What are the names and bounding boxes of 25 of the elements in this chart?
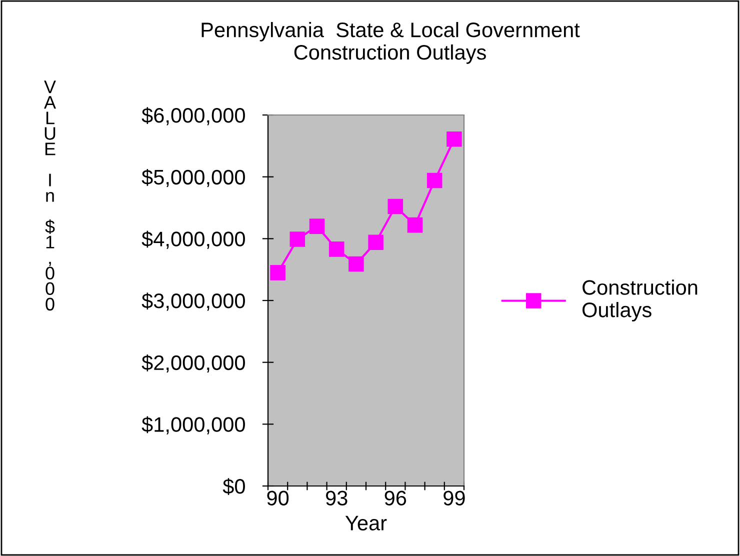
y-tick-label: $3,000,000 [142,292,245,311]
point [407,217,423,233]
text: VALUE In $1,000 [44,80,56,311]
point [309,218,325,234]
x-tick-label: 99 [444,490,465,506]
y-tick-label: $0 [222,478,245,495]
point [348,256,364,272]
point [446,131,462,147]
x-tick-label: 96 [384,490,406,506]
y-tick-label: $5,000,000 [142,168,245,188]
point [328,242,344,257]
y-tick-label: $2,000,000 [142,354,245,373]
y-tick-label: $1,000,000 [142,416,245,434]
legend-label: Construction Outlays [582,280,698,322]
x-axis-title: Year [345,516,387,530]
y-tick-label: $6,000,000 [142,107,245,126]
y-tick-label: $4,000,000 [142,230,245,249]
x-tick-label: 93 [326,490,348,506]
point [426,172,442,188]
point [290,232,306,247]
point [270,265,286,280]
chart-title: Pennsylvania State & Local Government Construction Outlays [202,22,580,64]
point [368,234,384,250]
x-tick-label: 90 [267,490,289,506]
point [388,198,404,214]
